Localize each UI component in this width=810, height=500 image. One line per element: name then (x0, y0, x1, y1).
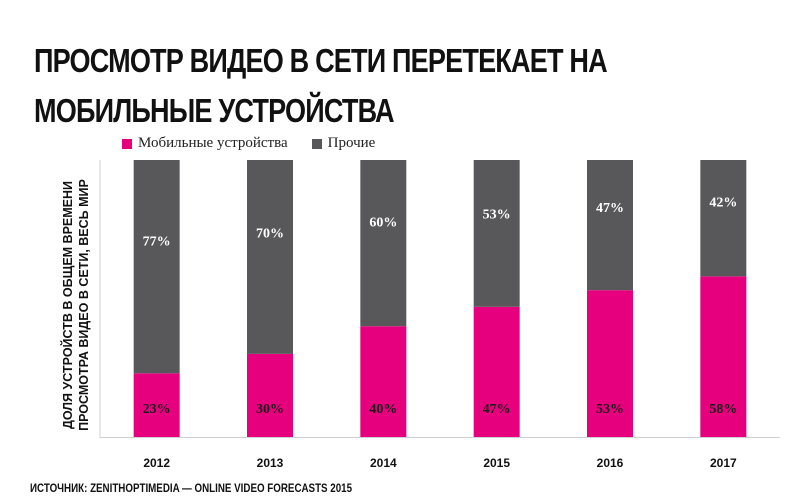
bar-mobile-2016 (587, 290, 633, 437)
data-label-other-2014: 60% (369, 215, 397, 230)
legend-label-other: Прочие (327, 135, 376, 151)
data-label-mobile-2015: 47% (483, 402, 511, 417)
data-label-other-2016: 47% (596, 201, 624, 216)
x-tick-label-2012: 2012 (143, 456, 170, 470)
x-tick-label-2015: 2015 (483, 456, 510, 470)
bar-other-2016 (587, 160, 633, 291)
bar-mobile-2015 (473, 306, 520, 437)
bar-mobile-2017 (700, 276, 747, 437)
x-tick-label-2014: 2014 (370, 456, 397, 470)
data-label-mobile-2014: 40% (369, 402, 397, 417)
legend-swatch-other (311, 138, 322, 149)
data-label-mobile-2013: 30% (256, 402, 284, 417)
chart-title: ПРОСМОТР ВИДЕО В СЕТИ ПЕРЕТЕКАЕТ НА МОБИ… (34, 42, 608, 129)
data-label-mobile-2016: 53% (596, 402, 624, 417)
legend-label-mobile: Мобильные устройства (138, 135, 288, 151)
legend-item-mobile: Мобильные устройства (122, 135, 288, 152)
bar-other-2013 (247, 160, 293, 354)
data-label-other-2017: 42% (709, 196, 737, 211)
legend-item-other: Прочие (311, 135, 376, 152)
bar-other-2017 (700, 160, 747, 277)
data-label-mobile-2017: 58% (709, 402, 737, 417)
bar-mobile-2013 (247, 353, 293, 437)
legend-swatch-mobile (122, 138, 132, 149)
source-note: ИСТОЧНИК: ZENITHOPTIMEDIA — ONLINE VIDEO… (30, 483, 353, 495)
x-tick-label-2017: 2017 (710, 456, 737, 470)
x-tick-label-2016: 2016 (597, 456, 624, 470)
data-label-other-2015: 53% (483, 208, 511, 223)
bar-other-2014 (360, 160, 407, 327)
bar-other-2012 (133, 160, 180, 374)
x-tick-label-2013: 2013 (257, 456, 284, 470)
data-label-other-2012: 77% (143, 234, 171, 249)
bar-other-2015 (473, 160, 520, 307)
legend: Мобильные устройства Прочие (122, 135, 399, 152)
data-label-other-2013: 70% (256, 227, 284, 242)
bar-mobile-2014 (360, 326, 407, 437)
bar-mobile-2012 (133, 373, 180, 437)
data-label-mobile-2012: 23% (143, 402, 171, 417)
